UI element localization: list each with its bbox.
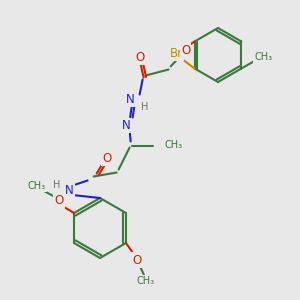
Text: O: O: [132, 254, 142, 266]
Text: Br: Br: [170, 47, 183, 60]
Text: N: N: [126, 93, 135, 106]
Text: O: O: [54, 194, 64, 208]
Text: H: H: [141, 101, 148, 112]
Text: CH₃: CH₃: [28, 181, 46, 191]
Text: O: O: [102, 152, 111, 165]
Text: O: O: [135, 51, 144, 64]
Text: O: O: [181, 44, 190, 57]
Text: N: N: [65, 184, 74, 197]
Text: H: H: [53, 179, 60, 190]
Text: CH₃: CH₃: [165, 140, 183, 151]
Text: CH₃: CH₃: [254, 52, 272, 61]
Text: CH₃: CH₃: [137, 276, 155, 286]
Text: N: N: [122, 119, 131, 132]
